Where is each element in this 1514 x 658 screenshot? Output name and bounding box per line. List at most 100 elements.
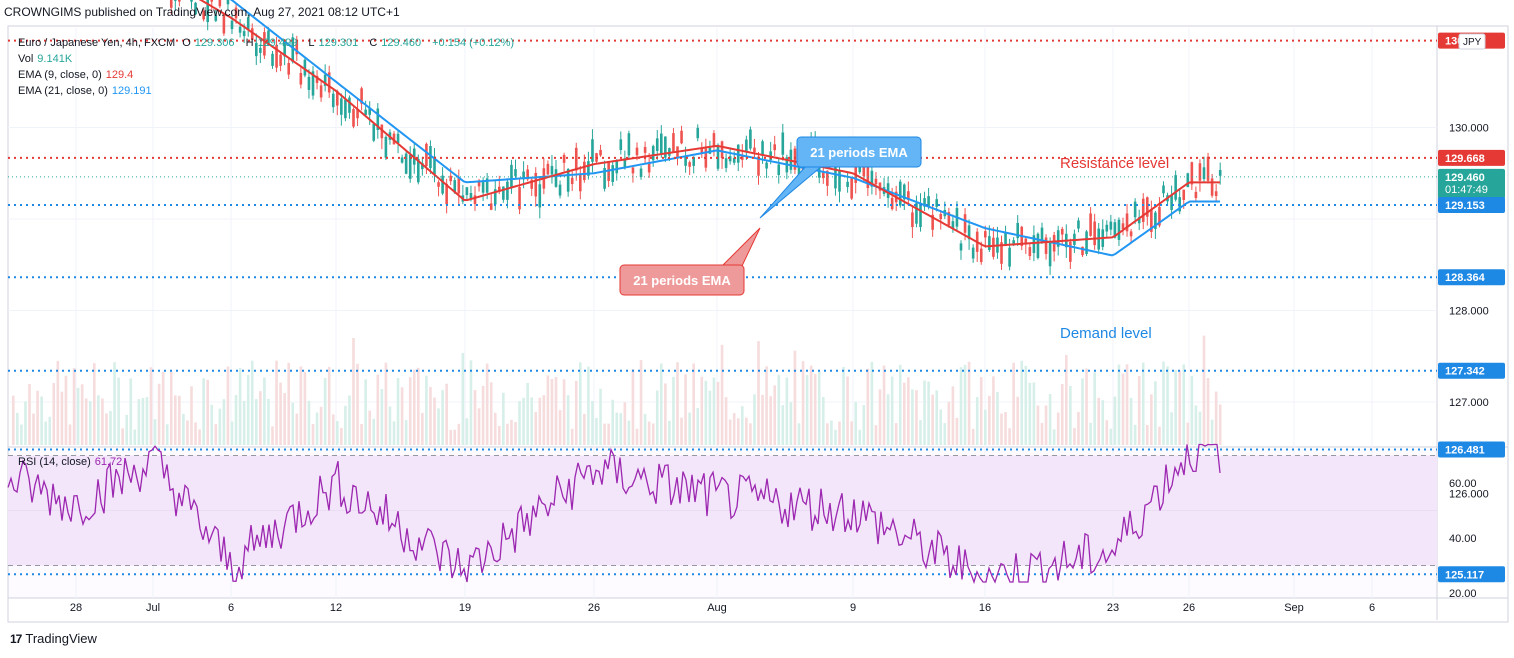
volume-bar xyxy=(870,361,874,445)
volume-bar xyxy=(542,395,546,445)
candle-body xyxy=(635,147,639,156)
candle-body xyxy=(477,181,481,187)
volume-bar xyxy=(660,363,663,445)
volume-bar xyxy=(303,371,307,445)
volume-bar xyxy=(72,368,76,445)
candle-body xyxy=(307,76,311,90)
volume-bar xyxy=(1016,396,1019,445)
last-price-label: 129.460 xyxy=(1445,172,1485,184)
candle-body xyxy=(1109,221,1113,230)
volume-bar xyxy=(400,387,404,445)
volume-bar xyxy=(1004,412,1007,445)
candle-body xyxy=(1008,247,1011,267)
volume-bar xyxy=(429,387,432,445)
candle-body xyxy=(481,181,485,193)
candle-body xyxy=(271,53,274,66)
volume-bar xyxy=(996,391,999,445)
candle-body xyxy=(599,150,602,156)
volume-bar xyxy=(433,397,436,445)
volume-bar xyxy=(615,412,619,445)
volume-bar xyxy=(36,390,39,445)
volume-bar xyxy=(903,382,906,445)
callout-red-box xyxy=(619,264,745,296)
volume-bar xyxy=(60,391,64,445)
candle-body xyxy=(234,7,238,19)
volume-bar xyxy=(1166,366,1169,445)
volume-bar xyxy=(392,421,396,445)
volume-bar xyxy=(619,413,623,445)
volume-bar xyxy=(574,380,578,445)
volume-bar xyxy=(16,412,19,445)
candle-body xyxy=(720,141,724,159)
candle-body xyxy=(1214,191,1218,196)
ohlc-change: +0.154 (+0.12%) xyxy=(432,37,515,49)
candle-body xyxy=(336,91,339,106)
candle-body xyxy=(425,143,428,166)
candle-body xyxy=(878,182,882,191)
candle-body xyxy=(437,182,440,187)
volume-bar xyxy=(846,376,849,445)
candle-body xyxy=(498,186,501,192)
volume-bar xyxy=(959,367,963,445)
volume-bar xyxy=(234,395,238,445)
tradingview-footer[interactable]: 17 TradingView xyxy=(10,631,97,646)
volume-bar xyxy=(506,423,509,445)
candle-body xyxy=(190,0,193,2)
volume-bar xyxy=(129,378,133,445)
candle-body xyxy=(1105,224,1109,232)
volume-bar xyxy=(1081,378,1084,445)
volume-bar xyxy=(854,402,857,445)
volume-bar xyxy=(28,383,31,445)
volume-bar xyxy=(716,381,720,445)
volume-bar xyxy=(728,419,732,445)
volume-bar xyxy=(348,395,351,445)
volume-bar xyxy=(724,397,728,445)
volume-bar xyxy=(88,401,92,445)
volume-bar xyxy=(850,421,853,445)
candle-body xyxy=(1044,237,1048,254)
candle-body xyxy=(1077,220,1080,229)
volume-bar xyxy=(797,423,801,445)
volume-bars xyxy=(12,335,1222,445)
volume-bar xyxy=(599,388,602,445)
ohlc-high: H 129.499 xyxy=(245,37,298,49)
volume-bar xyxy=(526,382,529,445)
publisher-header: CROWNGIMS published on TradingView.com, … xyxy=(4,5,400,19)
candle-body xyxy=(927,196,930,207)
candle-body xyxy=(903,184,906,200)
volume-bar xyxy=(214,424,218,445)
candle-body xyxy=(1012,240,1015,245)
currency-badge: JPY xyxy=(1463,37,1482,48)
candle-body xyxy=(724,158,728,168)
candle-body xyxy=(627,133,631,156)
candle-body xyxy=(473,195,477,205)
candle-body xyxy=(1186,173,1190,188)
volume-bar xyxy=(639,360,643,445)
candle-body xyxy=(202,10,205,20)
candle-body xyxy=(1125,213,1129,232)
volume-bar xyxy=(327,366,331,445)
candle-body xyxy=(566,169,570,192)
candle-body xyxy=(757,156,760,176)
candle-body xyxy=(465,187,469,196)
volume-bar xyxy=(1056,412,1060,445)
volume-bar xyxy=(1154,381,1157,445)
volume-bar xyxy=(664,383,667,445)
volume-bar xyxy=(834,429,837,445)
candle-body xyxy=(874,178,878,185)
volume-bar xyxy=(866,368,870,445)
volume-bar xyxy=(44,421,47,445)
candle-body xyxy=(1016,222,1019,239)
volume-bar xyxy=(161,371,165,445)
volume-bar xyxy=(692,363,695,445)
candle-body xyxy=(1004,232,1007,246)
volume-bar xyxy=(1069,386,1072,445)
callout-blue-text: 21 periods EMA xyxy=(810,145,908,160)
volume-bar xyxy=(1178,370,1181,445)
volume-bar xyxy=(696,407,700,445)
candle-body xyxy=(263,32,266,56)
candle-body xyxy=(453,180,457,193)
volume-bar xyxy=(263,377,266,445)
volume-bar xyxy=(412,369,416,445)
